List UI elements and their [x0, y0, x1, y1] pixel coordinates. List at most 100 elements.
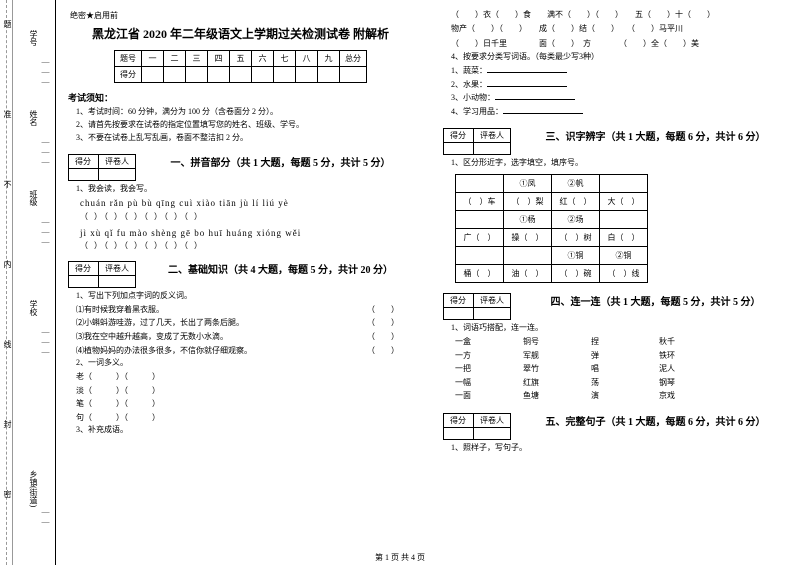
- blank-paren: （ ）: [367, 316, 399, 330]
- cat-label: 3、小动物：: [451, 93, 495, 102]
- seal-char: 线: [2, 340, 13, 348]
- mini-c2: 评卷人: [474, 129, 511, 143]
- fill-line: [487, 78, 567, 87]
- list-item: ⑵小蝌蚪游哇游，过了几天，长出了两条后腿。: [76, 316, 244, 330]
- mini-c2: 评卷人: [474, 294, 511, 308]
- score-col: 九: [318, 51, 340, 67]
- q-lead: 2、一词多义。: [76, 357, 419, 370]
- cat-label: 4、学习用品：: [451, 107, 503, 116]
- gutter-label: 姓名: [28, 110, 39, 126]
- gutter-label: 班级: [28, 190, 39, 206]
- q-lead: 4、按要求分类写词语。（每类最少写3种）: [451, 51, 794, 64]
- notice-heading: 考试须知：: [68, 91, 419, 104]
- section-title: 四、连一连（共 1 大题，每题 5 分，共计 5 分）: [517, 289, 794, 308]
- polysemy-list: 老（ ）（ ） 淡（ ）（ ） 笔（ ）（ ） 句（ ）（ ）: [76, 370, 419, 424]
- binding-gutter: 学号 ｜｜｜ 姓名 ｜｜｜ 班级 ｜｜｜ 学校 ｜｜｜ 乡镇(街道) ｜｜ 题 …: [0, 0, 56, 565]
- blank-row: （ ）（ ）（ ）（ ）（ ）（ ）: [80, 240, 419, 251]
- gutter-fill: ｜｜: [40, 508, 51, 528]
- q-lead: 3、补充成语。: [76, 424, 419, 437]
- fill-line: [503, 105, 583, 114]
- mini-c1: 得分: [69, 261, 99, 275]
- char-grid: ①凤②帆 （ ）车（ ）梨红（ ）大（ ） ①杨②场 广（ ）操（ ）（ ）树白…: [455, 174, 648, 283]
- poly-row: 淡（ ）（ ）: [76, 384, 419, 398]
- blank-paren: （ ）: [367, 344, 399, 358]
- q-lead: 1、词语巧搭配，连一连。: [451, 322, 794, 335]
- mini-c1: 得分: [444, 294, 474, 308]
- mini-c1: 得分: [444, 413, 474, 427]
- grader-table: 得分评卷人: [68, 261, 136, 288]
- gutter-label: 学校: [28, 300, 39, 316]
- score-col: 四: [208, 51, 230, 67]
- blank-paren: （ ）: [367, 330, 399, 344]
- section-title: 三、识字辨字（共 1 大题，每题 6 分，共计 6 分）: [517, 124, 794, 143]
- gutter-dash: [6, 0, 7, 565]
- list-item: ⑷植物妈妈的办法很多很多，不信你就仔细观察。: [76, 344, 252, 358]
- link-columns: 一盒一方一把一幅一面 铜号军舰翠竹红旗鱼塘 捏弹唱荡演 秋千铁环泥人钢琴京戏: [455, 335, 794, 403]
- score-table: 题号 一 二 三 四 五 六 七 八 九 总分 得分: [114, 50, 367, 83]
- grader-table: 得分评卷人: [443, 293, 511, 320]
- notice-item: 3、不要在试卷上乱写乱画，卷面不整洁扣 2 分。: [76, 132, 419, 145]
- link-col: 捏弹唱荡演: [591, 335, 625, 403]
- fill-line: [487, 64, 567, 73]
- section-header: 得分评卷人 二、基础知识（共 4 大题，每题 5 分，共计 20 分）: [62, 257, 419, 290]
- chengyu-block: （ ）衣（ ）食 满不（ ）（ ） 五（ ）十（ ） 物产（ ）（ ） 成（ ）…: [451, 8, 794, 51]
- pinyin-line: jì xù qǐ fu mào shèng gē bo huī huáng xi…: [80, 226, 419, 240]
- page-footer: 第 1 页 共 4 页: [0, 552, 800, 563]
- poly-row: 老（ ）（ ）: [76, 370, 419, 384]
- link-col: 一盒一方一把一幅一面: [455, 335, 489, 403]
- fill-line: [495, 91, 575, 100]
- q-lead: 1、照样子，写句子。: [451, 442, 794, 455]
- antonym-list: ⑴有时候我穿着黑衣服。（ ） ⑵小蝌蚪游哇游，过了几天，长出了两条后腿。（ ） …: [76, 303, 419, 357]
- gutter-inner-line: [12, 0, 13, 565]
- gutter-label: 学号: [28, 30, 39, 46]
- section-header: 得分评卷人 三、识字辨字（共 1 大题，每题 6 分，共计 6 分）: [437, 124, 794, 157]
- gutter-label: 乡镇(街道): [28, 470, 39, 507]
- score-col: 题号: [115, 51, 142, 67]
- chengyu-line: （ ）衣（ ）食 满不（ ）（ ） 五（ ）十（ ）: [451, 8, 794, 22]
- poly-row: 笔（ ）（ ）: [76, 397, 419, 411]
- section-title: 一、拼音部分（共 1 大题，每题 5 分，共计 5 分）: [142, 150, 419, 169]
- gutter-fill: ｜｜｜: [40, 138, 51, 168]
- section-header: 得分评卷人 四、连一连（共 1 大题，每题 5 分，共计 5 分）: [437, 289, 794, 322]
- page-body: 绝密★启用前 黑龙江省 2020 年二年级语文上学期过关检测试卷 附解析 题号 …: [62, 8, 794, 553]
- score-row-label: 得分: [115, 67, 142, 83]
- mini-c2: 评卷人: [99, 155, 136, 169]
- blank-row: （ ）（ ）（ ）（ ）（ ）（ ）: [80, 211, 419, 222]
- gutter-fill: ｜｜｜: [40, 218, 51, 248]
- grader-table: 得分评卷人: [68, 154, 136, 181]
- score-col: 一: [142, 51, 164, 67]
- seal-char: 封: [2, 420, 13, 428]
- seal-char: 不: [2, 180, 13, 188]
- notice-item: 1、考试时间：60 分钟，满分为 100 分（含卷面分 2 分）。: [76, 106, 419, 119]
- mini-c2: 评卷人: [474, 413, 511, 427]
- blank-paren: （ ）: [367, 303, 399, 317]
- chengyu-line: （ ）日千里 面（ ） 方 （ ）全（ ）美: [451, 37, 794, 51]
- section-header: 得分评卷人 一、拼音部分（共 1 大题，每题 5 分，共计 5 分）: [62, 150, 419, 183]
- secret-mark: 绝密★启用前: [70, 10, 419, 21]
- section-title: 五、完整句子（共 1 大题，每题 6 分，共计 6 分）: [517, 409, 794, 428]
- q-lead: 1、写出下列加点字词的反义词。: [76, 290, 419, 303]
- cat-label: 2、水果：: [451, 80, 487, 89]
- seal-char: 题: [2, 20, 13, 28]
- score-col: 二: [164, 51, 186, 67]
- right-column: （ ）衣（ ）食 满不（ ）（ ） 五（ ）十（ ） 物产（ ）（ ） 成（ ）…: [437, 8, 794, 553]
- mini-c1: 得分: [444, 129, 474, 143]
- exam-title: 黑龙江省 2020 年二年级语文上学期过关检测试卷 附解析: [62, 25, 419, 42]
- seal-char: 内: [2, 260, 13, 268]
- poly-row: 句（ ）（ ）: [76, 411, 419, 425]
- score-col: 总分: [340, 51, 367, 67]
- score-col: 五: [230, 51, 252, 67]
- section-header: 得分评卷人 五、完整句子（共 1 大题，每题 6 分，共计 6 分）: [437, 409, 794, 442]
- gutter-fill: ｜｜｜: [40, 58, 51, 88]
- chengyu-line: 物产（ ）（ ） 成（ ）结（ ） （ ）马平川: [451, 22, 794, 36]
- list-item: ⑶我在空中越升越高，变成了无数小水滴。: [76, 330, 228, 344]
- left-column: 绝密★启用前 黑龙江省 2020 年二年级语文上学期过关检测试卷 附解析 题号 …: [62, 8, 419, 553]
- table-row: 题号 一 二 三 四 五 六 七 八 九 总分: [115, 51, 367, 67]
- table-row: 得分: [115, 67, 367, 83]
- seal-char: 密: [2, 490, 13, 498]
- score-col: 三: [186, 51, 208, 67]
- score-col: 七: [274, 51, 296, 67]
- cat-label: 1、蔬菜：: [451, 66, 487, 75]
- gutter-fill: ｜｜｜: [40, 328, 51, 358]
- score-col: 八: [296, 51, 318, 67]
